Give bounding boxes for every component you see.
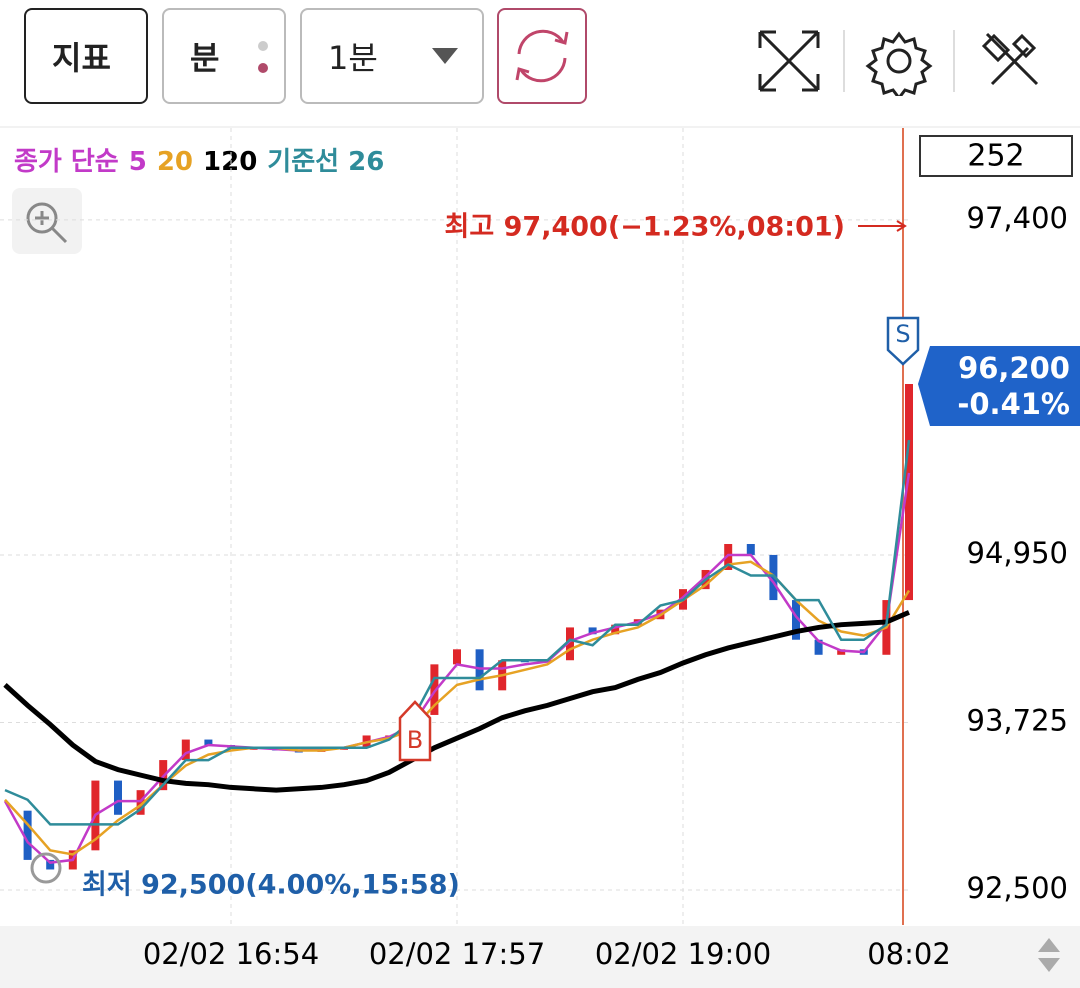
legend-entry: 120 [203, 147, 257, 177]
count-box [919, 135, 1073, 177]
candle [227, 745, 235, 748]
refresh-icon [515, 29, 569, 83]
x-tick-label: 08:02 [867, 937, 951, 971]
candle [814, 639, 823, 655]
candle [859, 649, 868, 655]
candle [453, 649, 461, 665]
legend-entry: 기준선 26 [267, 147, 384, 177]
toolbar-icons[interactable] [752, 26, 1052, 96]
moving-average-line [3, 472, 911, 864]
period-type-button[interactable]: 분 [162, 8, 286, 104]
dropdown-arrow [432, 48, 458, 64]
candle [407, 714, 416, 736]
candle [249, 747, 258, 750]
legend-entry: 5 [129, 147, 147, 177]
candle [181, 739, 190, 761]
candle [724, 544, 733, 570]
buy-marker-shape [398, 700, 432, 762]
moving-average-line [4, 439, 911, 826]
candle [23, 810, 32, 860]
candle [204, 739, 213, 746]
candle [362, 735, 371, 748]
legend-entry: 20 [157, 147, 193, 177]
y-tick-label: 92,500 [967, 871, 1068, 905]
candle [543, 660, 552, 663]
candle [136, 790, 145, 815]
candle [498, 660, 507, 691]
candle [317, 747, 326, 752]
zoom-button[interactable] [12, 188, 82, 254]
scroll-arrows [1038, 938, 1060, 972]
period-value: 1분 [328, 39, 378, 77]
price-tag-price: 96,200 [958, 351, 1070, 385]
candle [792, 600, 800, 640]
candle [837, 649, 846, 655]
high-arrow [858, 220, 907, 232]
x-tick-label: 02/02 17:57 [369, 937, 545, 971]
candle [611, 624, 620, 635]
candle [746, 544, 755, 555]
candle [91, 780, 100, 851]
x-tick-label: 02/02 16:54 [143, 937, 319, 971]
candle [656, 609, 665, 620]
zoom-icon [26, 202, 68, 244]
period-select[interactable]: 1분 [300, 8, 484, 104]
candle [68, 850, 77, 870]
candle [769, 554, 778, 601]
moving-average-line [3, 610, 910, 793]
candle [294, 750, 303, 753]
price-tag-change: -0.41% [957, 387, 1070, 421]
sell-marker-shape [886, 316, 920, 366]
candle [159, 760, 168, 791]
buy-marker: B [407, 726, 423, 754]
candle [520, 660, 529, 663]
high-annotation: 최고 97,400(−1.23%,08:01) [445, 212, 845, 243]
indicator-button[interactable]: 지표 [24, 8, 148, 104]
y-tick-label: 94,950 [967, 536, 1068, 570]
period-type: 분 [190, 39, 220, 77]
legend: 종가 단순 5 20 120 기준선 26 [14, 147, 384, 177]
candle [340, 747, 348, 750]
candle [905, 384, 913, 601]
candle [633, 619, 642, 625]
x-axis-band [0, 926, 1080, 988]
count-value: 252 [967, 139, 1024, 174]
refresh-button[interactable] [497, 8, 587, 104]
legend-prefix: 종가 단순 [14, 147, 119, 177]
low-marker [30, 852, 62, 884]
x-tick-label: 02/02 19:00 [595, 937, 771, 971]
y-tick-label: 93,725 [967, 703, 1068, 737]
price-tag [918, 346, 1080, 427]
low-annotation: 최저 92,500(4.00%,15:58) [82, 870, 460, 901]
candle [566, 627, 574, 661]
candle [882, 600, 891, 655]
sell-marker: S [895, 320, 910, 348]
y-tick-label: 97,400 [967, 201, 1068, 235]
dots [258, 41, 268, 73]
candle [475, 649, 484, 691]
candle [701, 569, 710, 590]
candle [588, 627, 597, 635]
candle [385, 735, 394, 738]
candle [114, 780, 122, 815]
candle [430, 664, 439, 715]
moving-average-line [4, 560, 911, 856]
candle [46, 859, 55, 870]
candle [272, 747, 281, 751]
candle [679, 589, 687, 610]
